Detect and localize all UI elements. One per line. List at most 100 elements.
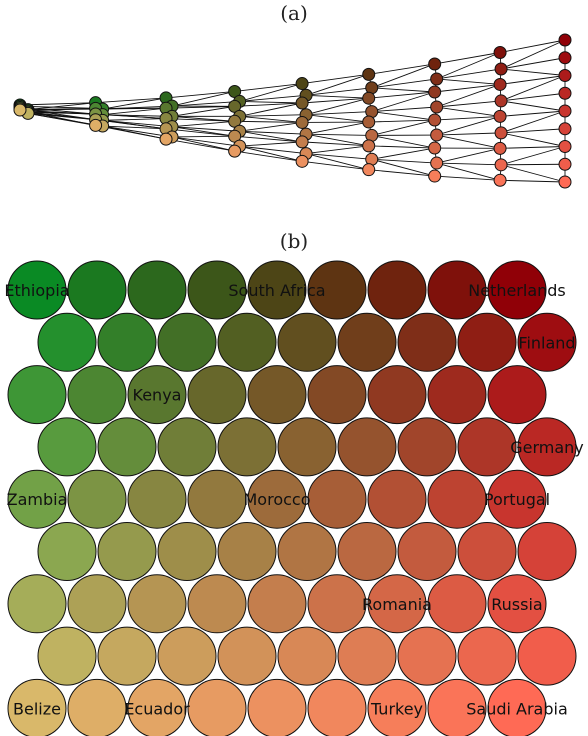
panel-a-label: (a) [280, 1, 308, 25]
network-node-7-8 [558, 157, 572, 171]
network-panel [13, 33, 572, 189]
som-cell-3-7 [457, 417, 517, 477]
network-edge [305, 153, 369, 171]
network-edge [239, 94, 307, 102]
som-cell-2-0 [7, 365, 67, 425]
network-edge [499, 39, 566, 53]
network-edge [436, 134, 501, 149]
network-node-6-5 [362, 139, 376, 153]
som-cell-7-4 [277, 626, 337, 686]
network-node-6-6 [428, 141, 442, 155]
network-edge [102, 125, 173, 138]
network-node-8-8 [558, 175, 572, 189]
som-cell-7-3 [217, 626, 277, 686]
network-edge [305, 97, 369, 116]
som-cell-0-8 [487, 260, 547, 320]
panel-b-label: (b) [280, 229, 308, 253]
som-cell-4-0 [7, 469, 67, 529]
network-node-8-3 [228, 144, 242, 158]
som-cell-4-6 [367, 469, 427, 529]
network-node-0-7 [493, 46, 507, 60]
network-node-5-7 [494, 126, 508, 140]
network-edge [171, 91, 235, 107]
network-edge [436, 162, 502, 166]
network-edge [239, 114, 307, 117]
network-edge [165, 91, 235, 99]
network-edge [172, 135, 235, 138]
som-cell-2-8 [487, 365, 547, 425]
som-cell-2-7 [427, 365, 487, 425]
network-edge [434, 115, 501, 121]
network-edge [368, 91, 435, 99]
som-cell-7-0 [37, 626, 97, 686]
som-cell-0-2 [127, 260, 187, 320]
network-node-2-7 [493, 77, 507, 91]
som-cell-3-0 [37, 417, 97, 477]
network-edge [436, 132, 502, 136]
network-edge [171, 105, 235, 117]
som-grid-panel: Ethiopia South Africa Netherlands Finland Ke… [4, 260, 584, 736]
network-edge [500, 39, 566, 70]
network-edge [234, 150, 303, 162]
network-node-0-6 [428, 57, 442, 71]
network-edge [501, 92, 566, 102]
country-label: Portugal [484, 490, 550, 509]
network-edge [371, 119, 435, 136]
network-edge [302, 141, 369, 147]
network-edge [500, 179, 566, 183]
network-edge [239, 100, 303, 104]
som-cell-8-5 [307, 678, 367, 736]
network-node-1-7 [494, 62, 508, 76]
network-edge [371, 78, 437, 89]
som-cell-8-1 [67, 678, 127, 736]
network-edge [371, 91, 435, 113]
network-node-8-5 [362, 163, 376, 177]
som-cell-0-6 [367, 260, 427, 320]
network-edge [102, 97, 167, 110]
som-cell-7-5 [337, 626, 397, 686]
network-edge [371, 111, 435, 121]
network-edge [368, 169, 435, 177]
som-cell-6-6 [367, 574, 427, 634]
som-cell-6-2 [127, 574, 187, 634]
network-node-0-5 [362, 67, 376, 81]
som-cell-2-6 [367, 365, 427, 425]
network-edge [239, 141, 303, 147]
network-edge [171, 136, 235, 152]
network-edge [436, 106, 501, 117]
network-edge [171, 136, 240, 147]
network-node-6-8 [558, 140, 572, 153]
network-node-5-8 [558, 122, 572, 136]
network-edge [306, 133, 369, 147]
network-edge [239, 130, 307, 135]
som-cell-6-5 [307, 574, 367, 634]
country-label: Ethiopia [4, 281, 69, 300]
som-cell-1-3 [217, 312, 277, 372]
network-edge [306, 121, 369, 135]
network-edge [306, 133, 372, 136]
network-edge [436, 147, 501, 164]
network-edge [434, 52, 501, 65]
network-node-2-8 [558, 69, 572, 82]
som-cell-6-1 [67, 574, 127, 634]
network-node-8-7 [493, 173, 507, 187]
network-edge [501, 68, 566, 76]
network-edge [434, 175, 501, 181]
som-cell-3-3 [217, 417, 277, 477]
network-node-6-4 [295, 135, 309, 149]
network-edge [306, 145, 369, 155]
network-node-4-7 [493, 109, 507, 123]
network-edge [165, 138, 235, 152]
network-node-0-8 [558, 33, 572, 47]
som-cell-2-3 [187, 365, 247, 425]
network-edge [500, 75, 566, 85]
network-edge [239, 130, 303, 143]
network-edge [27, 102, 96, 111]
som-cell-2-2 [127, 365, 187, 425]
network-edge [234, 135, 303, 143]
som-cell-4-3 [187, 469, 247, 529]
network-node-4-4 [295, 115, 309, 129]
network-edge [371, 158, 435, 177]
network-node-6-7 [493, 141, 507, 155]
som-cell-1-5 [337, 312, 397, 372]
